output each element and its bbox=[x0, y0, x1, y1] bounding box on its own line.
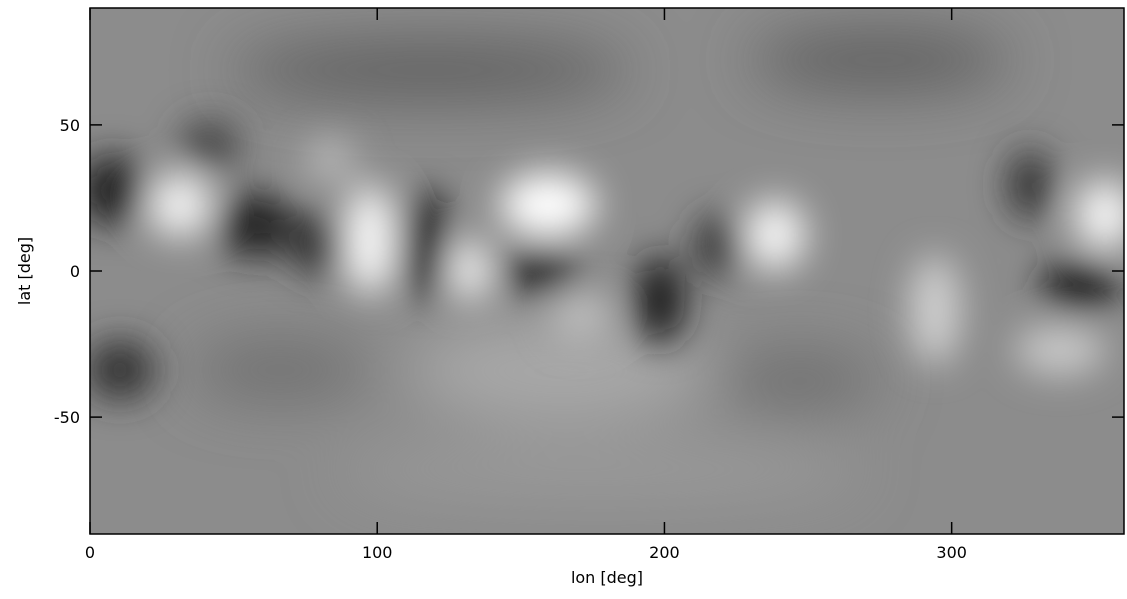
y-axis-label: lat [deg] bbox=[15, 237, 34, 305]
y-tick-label: -50 bbox=[54, 408, 80, 427]
x-axis-label: lon [deg] bbox=[571, 568, 643, 587]
y-tick-label: 50 bbox=[60, 116, 80, 135]
x-tick-label: 0 bbox=[85, 543, 95, 562]
y-tick-label: 0 bbox=[70, 262, 80, 281]
x-tick-label: 100 bbox=[362, 543, 393, 562]
x-tick-label: 300 bbox=[936, 543, 967, 562]
x-tick-label: 200 bbox=[649, 543, 680, 562]
map-image bbox=[90, 8, 1124, 534]
